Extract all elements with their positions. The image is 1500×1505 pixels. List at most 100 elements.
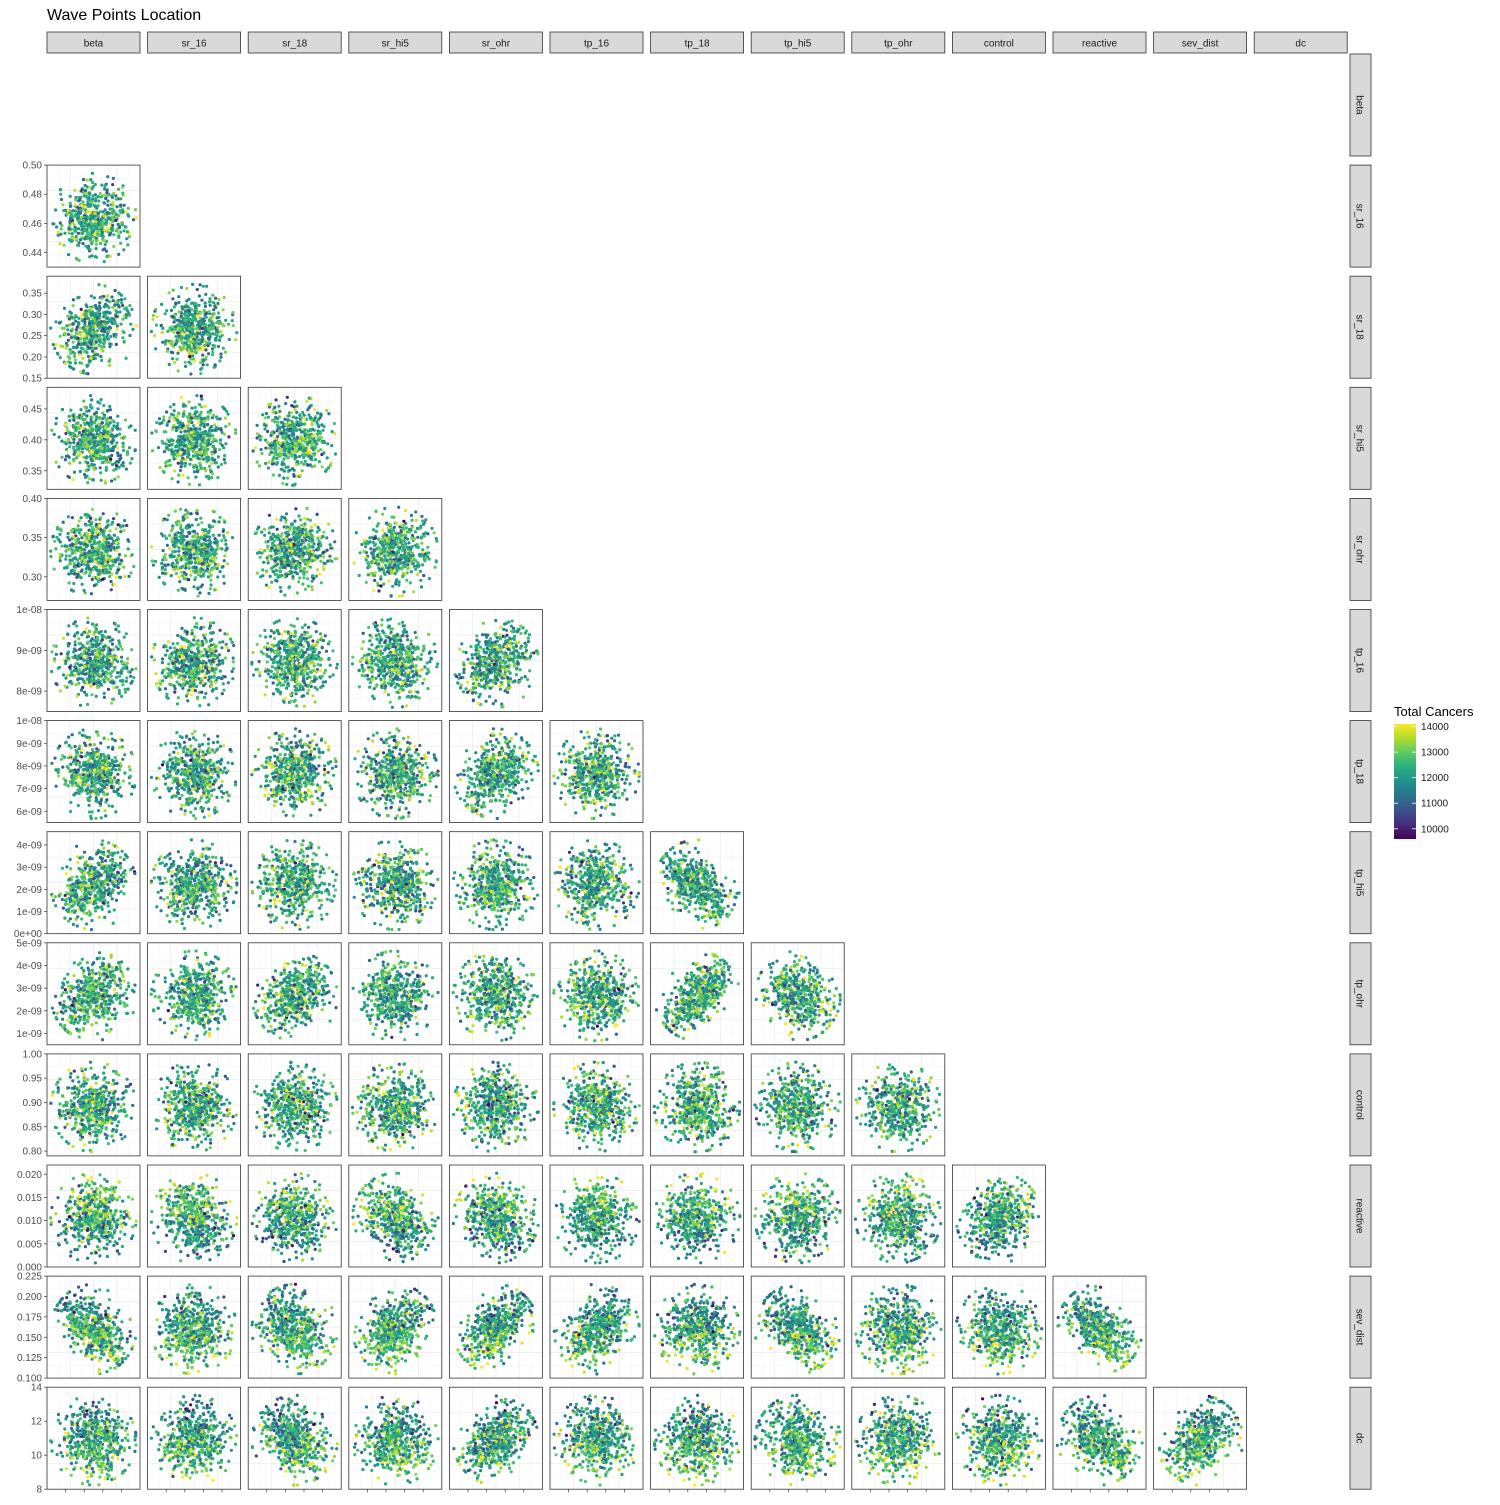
scatter-panel-sr_hi5-vs-sr_16	[148, 387, 241, 489]
scatter-point	[216, 334, 219, 337]
scatter-point	[202, 359, 205, 362]
scatter-point	[317, 436, 320, 439]
scatter-point	[89, 394, 92, 397]
scatter-point	[168, 440, 171, 443]
scatter-point	[268, 447, 271, 450]
scatter-point	[52, 222, 55, 225]
scatter-point	[300, 443, 303, 446]
scatter-point	[83, 342, 86, 345]
scatter-point	[325, 409, 328, 412]
scatter-point	[103, 438, 106, 441]
scatter-point	[200, 421, 203, 424]
scatter-point	[203, 310, 206, 313]
scatter-point	[64, 423, 67, 426]
scatter-point	[180, 465, 183, 468]
scatter-point	[301, 411, 304, 414]
scatter-point	[280, 432, 283, 435]
scatter-point	[170, 452, 173, 455]
scatter-point	[192, 302, 195, 305]
scatter-point	[82, 330, 85, 333]
scatter-point	[117, 291, 120, 294]
scatter-point	[74, 336, 77, 339]
scatter-point	[75, 416, 78, 419]
scatter-point	[295, 411, 298, 414]
scatter-point	[79, 408, 82, 411]
scatter-point	[131, 328, 134, 331]
scatter-point	[98, 344, 101, 347]
scatter-point	[99, 192, 102, 195]
scatter-point	[177, 369, 180, 372]
scatter-point	[184, 430, 187, 433]
scatter-point	[94, 448, 97, 451]
scatter-point	[276, 424, 279, 427]
scatter-point	[288, 469, 291, 472]
scatter-point	[82, 435, 85, 438]
scatter-point	[129, 323, 132, 326]
scatter-point	[171, 428, 174, 431]
scatter-point	[208, 324, 211, 327]
scatter-point	[258, 464, 261, 467]
scatter-point	[223, 454, 226, 457]
scatter-point	[89, 432, 92, 435]
scatter-point	[111, 215, 114, 218]
scatter-point	[266, 441, 269, 444]
scatter-point	[171, 315, 174, 318]
scatter-point	[89, 220, 92, 223]
scatter-point	[65, 347, 68, 350]
scatter-point	[210, 462, 213, 465]
scatter-point	[201, 467, 204, 470]
scatter-point	[109, 416, 112, 419]
row-strip-label: dc	[1354, 1433, 1365, 1444]
scatter-point	[205, 475, 208, 478]
scatter-point	[204, 293, 207, 296]
scatter-point	[83, 323, 86, 326]
scatter-point	[181, 424, 184, 427]
scatter-point	[193, 350, 196, 353]
scatter-point	[105, 466, 108, 469]
scatter-point	[207, 352, 210, 355]
scatter-point	[60, 227, 63, 230]
scatter-point	[106, 175, 109, 178]
scatter-point	[266, 430, 269, 433]
scatter-point	[93, 296, 96, 299]
scatter-point	[132, 565, 135, 568]
scatter-point	[78, 431, 81, 434]
scatter-point	[98, 301, 101, 304]
column-strip-beta: beta	[47, 32, 140, 53]
scatter-point	[73, 214, 76, 217]
scatter-point	[121, 208, 124, 211]
scatter-point	[59, 242, 62, 245]
scatter-point	[103, 330, 106, 333]
scatter-point	[68, 476, 71, 479]
scatter-point	[195, 394, 198, 397]
scatter-point	[96, 353, 99, 356]
scatter-point	[95, 239, 98, 242]
scatter-point	[293, 405, 296, 408]
scatter-point	[190, 417, 193, 420]
scatter-point	[74, 358, 77, 361]
scatter-point	[184, 318, 187, 321]
scatter-point	[104, 303, 107, 306]
scatter-point	[111, 196, 114, 199]
scatter-point	[172, 331, 175, 334]
scatter-point	[77, 232, 80, 235]
scatter-point	[224, 417, 227, 420]
scatter-point	[86, 455, 89, 458]
scatter-point	[77, 244, 80, 247]
scatter-point	[115, 460, 118, 463]
scatter-point	[293, 425, 296, 428]
scatter-point	[125, 468, 128, 471]
scatter-point	[103, 184, 106, 187]
scatter-point	[106, 337, 109, 340]
scatter-point	[184, 462, 187, 465]
scatter-point	[83, 418, 86, 421]
scatter-point	[115, 213, 118, 216]
scatter-point	[219, 353, 222, 356]
scatter-point	[110, 442, 113, 445]
scatter-point	[175, 426, 178, 429]
scatter-point	[84, 423, 87, 426]
scatter-point	[186, 310, 189, 313]
scatter-point	[288, 447, 291, 450]
scatter-point	[106, 194, 109, 197]
